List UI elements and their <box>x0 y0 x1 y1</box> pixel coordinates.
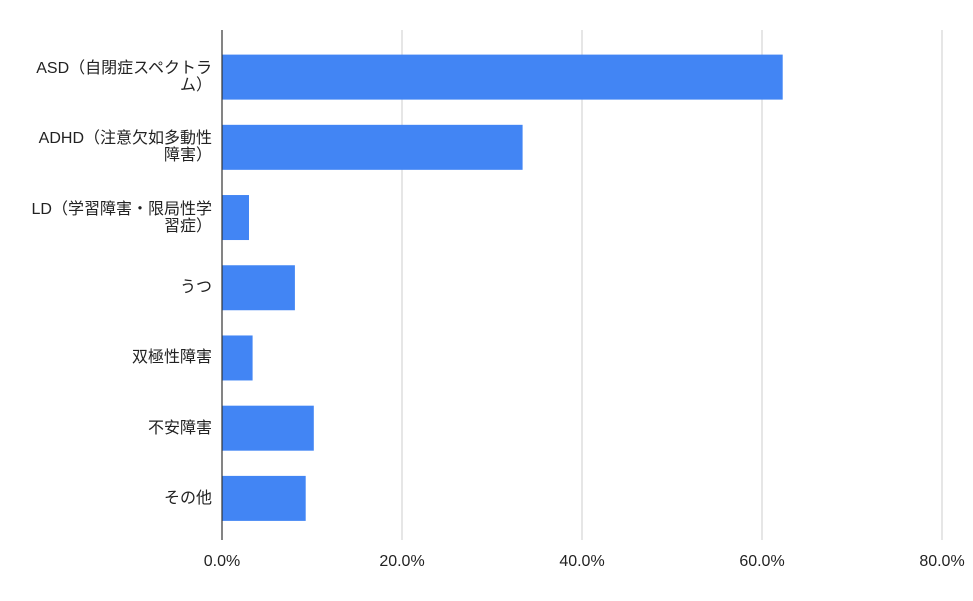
bar <box>222 124 523 170</box>
y-tick-label: うつ <box>179 279 212 297</box>
x-tick-label: 0.0% <box>204 553 240 570</box>
bar <box>222 265 295 311</box>
bar <box>222 195 249 241</box>
bar <box>222 405 314 451</box>
y-tick-label: 不安障害 <box>147 419 212 437</box>
x-tick-label: 80.0% <box>919 553 964 570</box>
y-tick-label: ASD（自閉症スペクトラム） <box>36 60 212 95</box>
bar <box>222 475 306 521</box>
x-tick-label: 20.0% <box>379 553 424 570</box>
y-tick-label: その他 <box>163 489 212 507</box>
bar <box>222 335 253 381</box>
y-tick-label: ADHD（注意欠如多動性障害） <box>38 130 212 165</box>
y-tick-label: 双極性障害 <box>131 349 212 367</box>
x-tick-label: 40.0% <box>559 553 604 570</box>
y-tick-label: LD（学習障害・限局性学習症） <box>31 200 212 235</box>
bar <box>222 54 783 100</box>
x-tick-label: 60.0% <box>739 553 784 570</box>
